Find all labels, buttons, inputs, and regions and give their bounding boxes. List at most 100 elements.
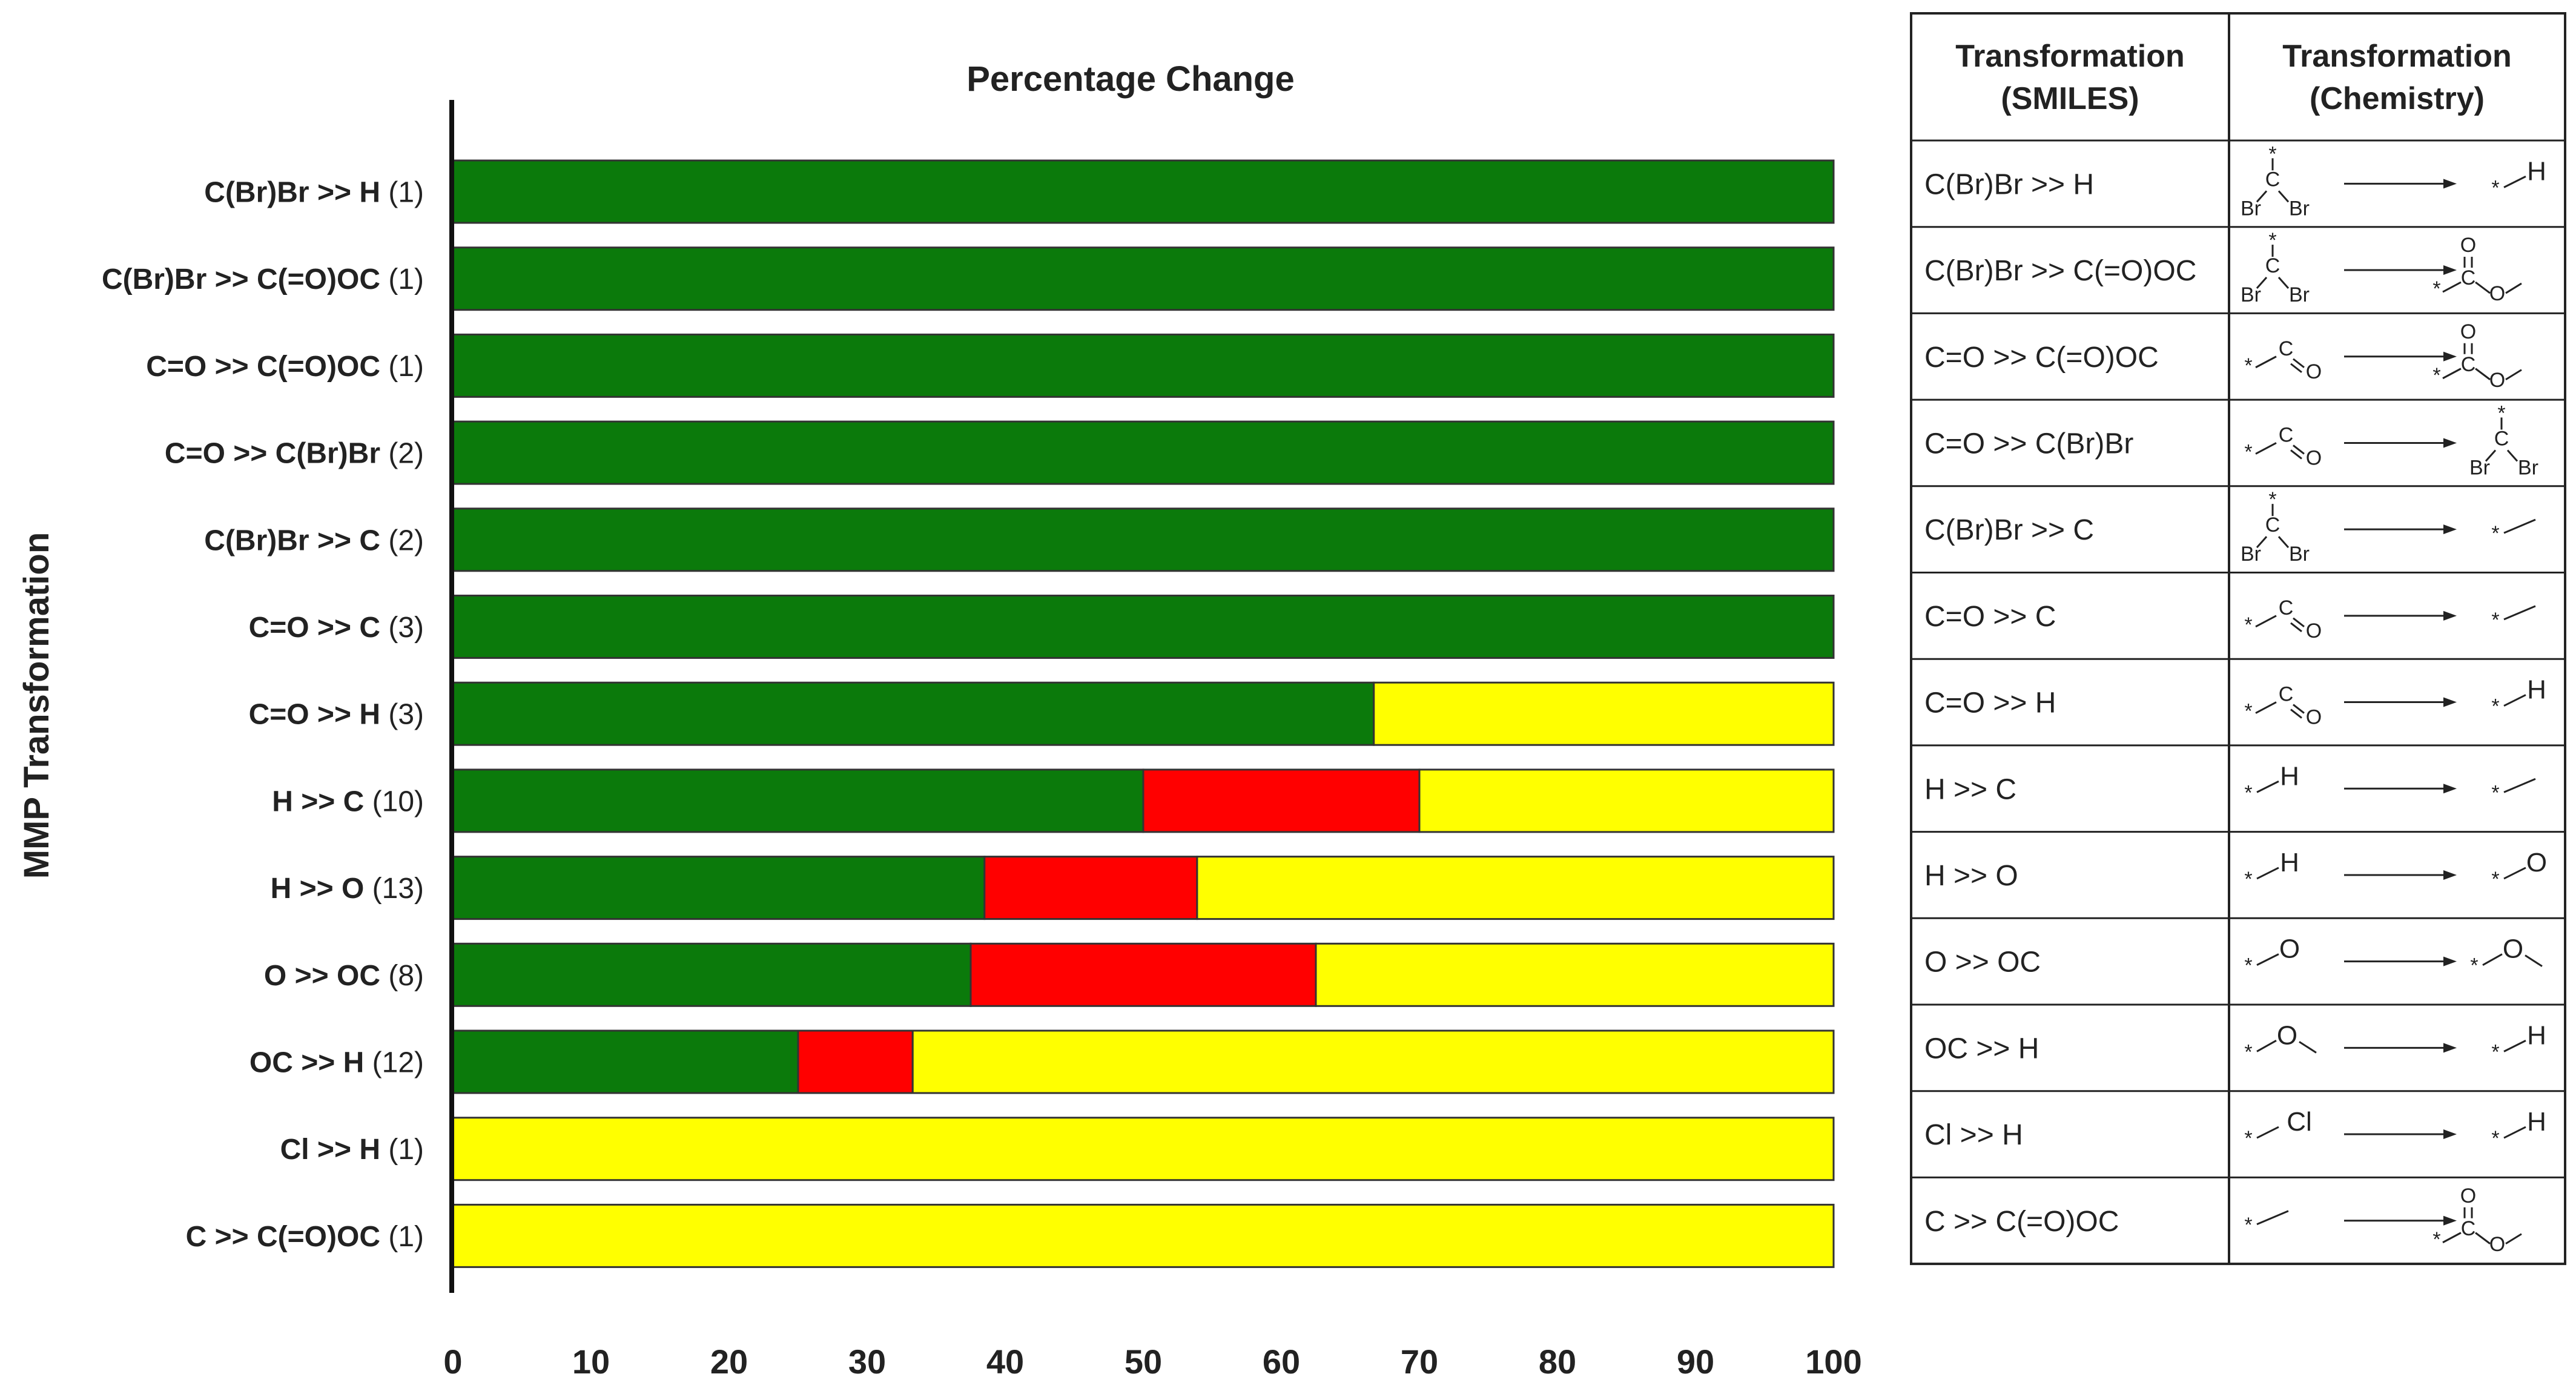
category-name: OC >> H	[249, 1047, 364, 1079]
bar-segment	[452, 681, 1375, 746]
bar-segment	[1196, 856, 1835, 920]
bond	[2256, 1040, 2277, 1052]
category-count: (1)	[380, 263, 424, 296]
y-axis-title: MMP Transformation	[17, 532, 56, 879]
bond	[2475, 368, 2491, 380]
atom-label: *	[2244, 1214, 2252, 1237]
table-smiles-cell: C=O >> C(Br)Br	[1924, 428, 2133, 460]
bond	[2299, 1041, 2317, 1054]
bond	[2503, 1040, 2526, 1052]
atom-label: *	[2244, 1127, 2252, 1150]
atom-label: *	[2491, 522, 2499, 545]
bond	[2277, 277, 2290, 289]
table-smiles-cell: C=O >> C(=O)OC	[1924, 342, 2159, 374]
atom-label: O	[2277, 1020, 2297, 1050]
atom-label: *	[2244, 868, 2252, 891]
x-tick-label: 30	[848, 1343, 886, 1381]
atom-label: H	[2280, 848, 2299, 877]
atom-label: O	[2306, 706, 2322, 729]
bars	[452, 159, 1835, 1268]
bond	[2290, 449, 2302, 460]
atom-label: C	[2279, 423, 2294, 446]
bond	[2256, 190, 2268, 203]
atom-label: Br	[2518, 456, 2538, 479]
atom-label: *	[2244, 440, 2252, 463]
atom-label: *	[2491, 695, 2499, 718]
arrow-head-icon	[2443, 179, 2457, 189]
arrow-head-icon	[2443, 610, 2457, 621]
category-name: C(Br)Br >> C(=O)OC	[102, 263, 380, 296]
category-name: C=O >> H	[249, 699, 380, 731]
bar-segment	[452, 246, 1835, 311]
chemistry-structure: * O * O	[2244, 934, 2543, 977]
atom-label: O	[2489, 1233, 2505, 1256]
bond	[2277, 536, 2290, 549]
bond	[2256, 1210, 2289, 1226]
category-count: (3)	[380, 612, 424, 644]
arrow-head-icon	[2443, 524, 2457, 535]
atom-label: *	[2491, 781, 2499, 804]
atom-label: Br	[2469, 456, 2490, 479]
table-smiles-cell: C(Br)Br >> H	[1924, 168, 2094, 200]
atom-label: C	[2494, 427, 2509, 450]
bar-segment	[911, 1029, 1835, 1094]
atom-label: O	[2489, 369, 2505, 392]
table-smiles-cell: OC >> H	[1924, 1032, 2039, 1065]
chemistry-structure: *CBr Br*H	[2241, 142, 2546, 220]
category-name: O >> OC	[264, 960, 380, 992]
atom-label: *	[2268, 142, 2276, 165]
atom-label: Br	[2241, 283, 2261, 306]
category-count: (1)	[380, 351, 424, 383]
bar-segment	[452, 768, 1144, 833]
arrow-head-icon	[2443, 956, 2457, 966]
bond	[2482, 953, 2503, 966]
atom-label: O	[2460, 320, 2476, 343]
atom-label: H	[2280, 761, 2299, 791]
atom-label: H	[2527, 1107, 2546, 1137]
bar-segment	[452, 942, 972, 1007]
category-name: C=O >> C	[249, 612, 380, 644]
atom-label: C	[2279, 337, 2294, 360]
x-tick-label: 70	[1401, 1343, 1438, 1381]
chemistry-structure: * H * O	[2244, 848, 2547, 891]
bond	[2442, 281, 2462, 293]
bond	[2255, 442, 2277, 455]
chemistry-structure: * CO * H	[2244, 675, 2546, 729]
table-smiles-cell: C >> C(=O)OC	[1924, 1206, 2119, 1238]
bond	[2503, 1126, 2526, 1139]
chemistry-structure: * Cl * H	[2244, 1107, 2546, 1150]
x-tick-label: 100	[1805, 1343, 1861, 1381]
category-name: H >> O	[271, 873, 365, 905]
x-tick-label: 10	[572, 1343, 610, 1381]
category-name: C >> C(=O)OC	[186, 1221, 380, 1253]
bond	[2290, 709, 2302, 719]
category-count: (1)	[380, 177, 424, 209]
x-tick-labels: 0 10 20 30 40 50 60 70 80 90 100	[443, 1343, 1861, 1381]
bond	[2525, 954, 2543, 967]
category-name: C(Br)Br >> C	[204, 524, 380, 557]
bond	[2256, 780, 2279, 793]
atom-label: Br	[2241, 543, 2261, 566]
bond	[2293, 444, 2305, 455]
category-count: (13)	[364, 873, 424, 905]
atom-label: *	[2491, 1127, 2499, 1150]
bond	[2256, 277, 2268, 289]
bond	[2256, 1126, 2279, 1139]
arrow-head-icon	[2443, 1043, 2457, 1053]
arrow-head-icon	[2443, 1129, 2457, 1140]
atom-label: *	[2470, 954, 2478, 977]
bond	[2256, 867, 2279, 880]
category-label: C >> C(=O)OC (1)	[186, 1221, 424, 1253]
atom-label: O	[2306, 360, 2322, 383]
atom-label: H	[2527, 1020, 2546, 1050]
atom-label: C	[2279, 596, 2294, 619]
chemistry-structure: * H *	[2244, 761, 2536, 804]
bond	[2293, 704, 2305, 714]
category-label: C=O >> C(=O)OC (1)	[146, 351, 424, 383]
bond	[2503, 694, 2526, 707]
arrow-head-icon	[2443, 784, 2457, 794]
atom-label: *	[2244, 781, 2252, 804]
bar-segment	[452, 1203, 1835, 1268]
atom-label: *	[2491, 868, 2499, 891]
